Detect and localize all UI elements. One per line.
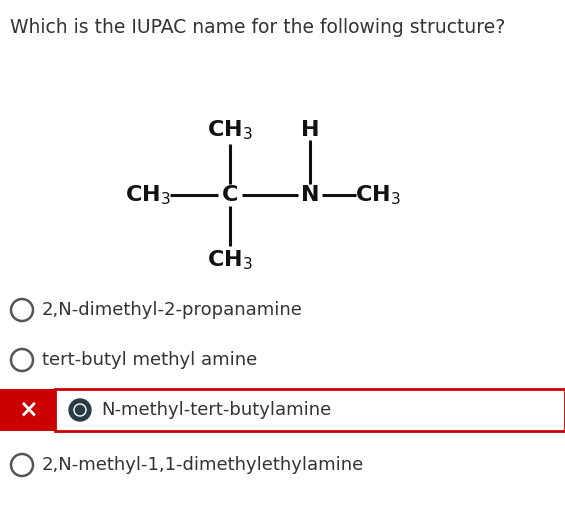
Text: ×: × xyxy=(18,398,38,422)
FancyBboxPatch shape xyxy=(55,389,565,431)
Text: H: H xyxy=(301,120,319,140)
Circle shape xyxy=(75,405,85,415)
Circle shape xyxy=(74,404,86,416)
Text: tert-butyl methyl amine: tert-butyl methyl amine xyxy=(42,351,257,369)
Text: CH$_3$: CH$_3$ xyxy=(355,183,401,207)
Text: Which is the IUPAC name for the following structure?: Which is the IUPAC name for the followin… xyxy=(10,18,505,37)
Text: 2,N-methyl-1,1-dimethylethylamine: 2,N-methyl-1,1-dimethylethylamine xyxy=(42,456,364,474)
Circle shape xyxy=(69,399,91,421)
Text: CH$_3$: CH$_3$ xyxy=(207,118,253,142)
Text: 2,N-dimethyl-2-propanamine: 2,N-dimethyl-2-propanamine xyxy=(42,301,303,319)
FancyBboxPatch shape xyxy=(0,389,565,431)
Text: C: C xyxy=(222,185,238,205)
Text: CH$_3$: CH$_3$ xyxy=(125,183,171,207)
Text: CH$_3$: CH$_3$ xyxy=(207,248,253,272)
Text: N: N xyxy=(301,185,319,205)
Text: N-methyl-tert-butylamine: N-methyl-tert-butylamine xyxy=(101,401,331,419)
